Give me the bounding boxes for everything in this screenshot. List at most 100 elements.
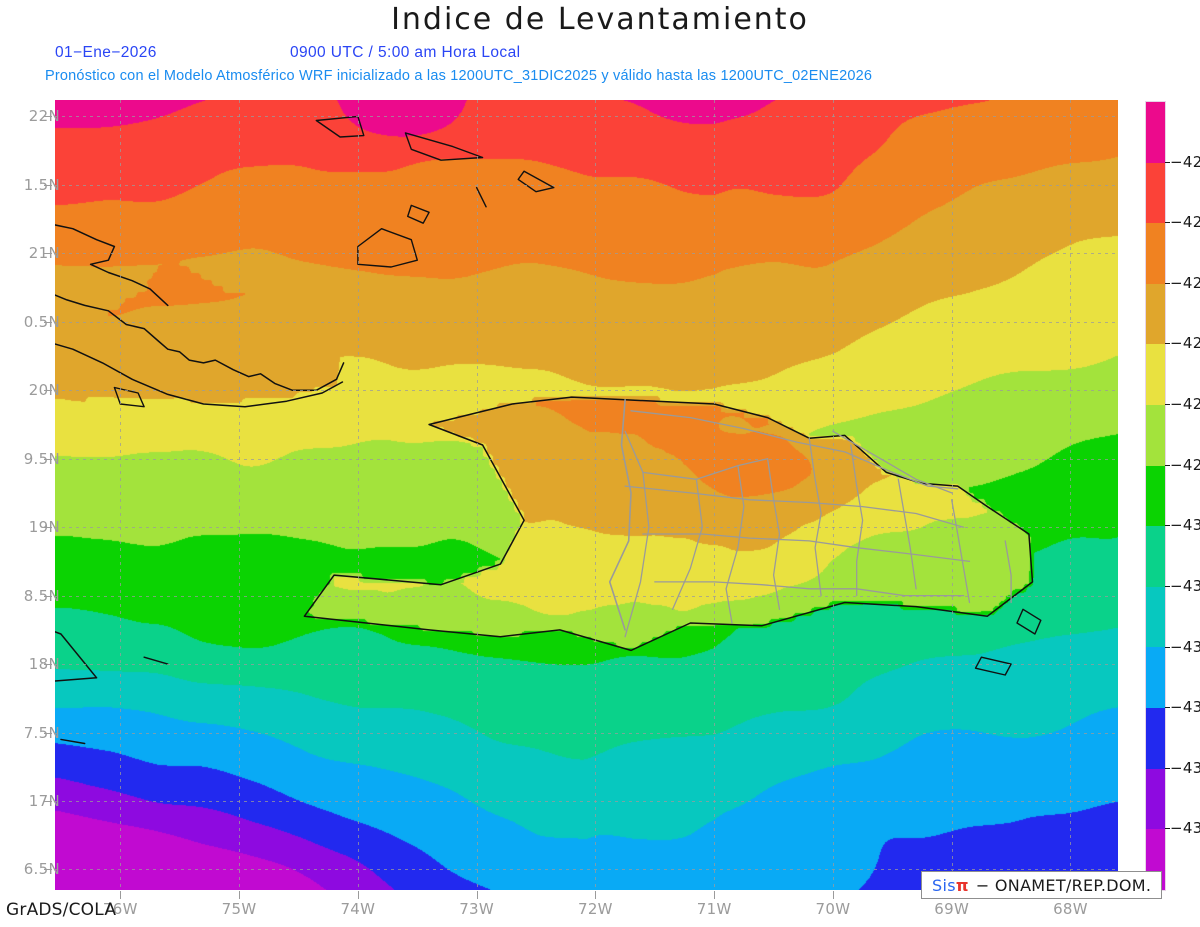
latitude-tick-label: 0.5N <box>23 312 60 331</box>
logo-sis-text: Sis <box>932 875 956 895</box>
coastline-path <box>303 396 1034 652</box>
latitude-tick-label: 7.5N <box>23 723 60 742</box>
colorbar-tick <box>1165 282 1170 284</box>
coastline-path <box>55 343 344 408</box>
onamet-logo: Sis π − ONAMET/REP.DOM. <box>921 871 1163 899</box>
coastline-path <box>143 656 169 665</box>
colorbar-tick <box>1165 222 1170 224</box>
colorbar-tick <box>1165 585 1170 587</box>
coastline-path <box>60 738 86 745</box>
colorbar-band <box>1146 405 1165 466</box>
latitude-tick-label: 6.5N <box>23 860 60 879</box>
colorbar-band <box>1146 768 1165 830</box>
valid-datetime-line: 01−Ene−2026 0900 UTC / 5:00 am Hora Loca… <box>55 44 520 62</box>
colorbar-band <box>1146 708 1165 769</box>
coastline-path <box>642 533 971 563</box>
grads-attribution: GrADS/COLA <box>6 900 117 920</box>
coastline-path <box>357 228 418 268</box>
coastline-path <box>808 437 822 597</box>
colorbar-band <box>1146 223 1165 284</box>
coastline-path <box>55 630 98 682</box>
colorbar-band <box>1146 162 1165 224</box>
coastline-path <box>891 471 959 490</box>
coastline-path <box>671 478 703 610</box>
colorbar-tick-label: −43.2 <box>1170 637 1200 656</box>
longitude-tick-label: 71W <box>696 900 732 918</box>
longitude-tick-label: 73W <box>459 900 495 918</box>
colorbar-tick-label: −42.6 <box>1170 273 1200 292</box>
longitude-tick <box>357 891 359 899</box>
colorbar-tick-label: −42.9 <box>1170 455 1200 474</box>
lifted-index-field <box>55 100 1118 890</box>
latitude-tick <box>44 390 52 392</box>
coastline-path <box>608 399 632 631</box>
latitude-tick-label: 9.5N <box>23 449 60 468</box>
colorbar-tick <box>1165 767 1170 769</box>
longitude-tick <box>595 891 597 899</box>
chart-header: Indice de Levantamiento 01−Ene−2026 0900… <box>0 0 1200 95</box>
map-plot-area <box>55 100 1118 890</box>
latitude-tick <box>44 116 52 118</box>
coastline-path <box>113 386 145 408</box>
colorbar-tick-label: −42.5 <box>1170 213 1200 232</box>
coastline-path <box>951 499 971 604</box>
coastline-path <box>315 115 365 138</box>
colorbar-band <box>1146 586 1165 648</box>
longitude-tick <box>120 891 122 899</box>
coastline-path <box>654 581 965 597</box>
colorbar-tick <box>1165 161 1170 163</box>
coastline-path <box>404 132 484 161</box>
latitude-tick <box>44 732 52 734</box>
colorbar-tick <box>1165 646 1170 648</box>
forecast-time: 0900 UTC / 5:00 am Hora Local <box>290 44 521 61</box>
longitude-tick-label: 70W <box>815 900 851 918</box>
coastline-path <box>897 478 917 590</box>
coastline-path <box>642 458 769 480</box>
coastline-path <box>1004 540 1012 604</box>
longitude-tick <box>714 891 716 899</box>
colorbar-band <box>1146 526 1165 587</box>
coastline-path <box>407 204 430 224</box>
latitude-tick <box>44 321 52 323</box>
longitude-tick <box>239 891 241 899</box>
colorbar-tick <box>1165 404 1170 406</box>
colorbar-band <box>1146 102 1165 163</box>
colorbar-tick <box>1165 464 1170 466</box>
latitude-tick <box>44 458 52 460</box>
colorbar-band <box>1146 465 1165 527</box>
latitude-tick <box>44 184 52 186</box>
page-title: Indice de Levantamiento <box>391 2 809 37</box>
longitude-tick-label: 68W <box>1053 900 1088 918</box>
colorbar-tick-label: −43.1 <box>1170 576 1200 595</box>
latitude-tick-label: 1.5N <box>23 175 60 194</box>
longitude-tick <box>476 891 478 899</box>
coastline-path <box>55 294 345 392</box>
colorbar-band <box>1146 283 1165 345</box>
latitude-tick <box>44 527 52 529</box>
longitude-tick-label: 74W <box>340 900 376 918</box>
coastline-path <box>624 485 965 528</box>
latitude-tick <box>44 595 52 597</box>
colorbar-tick-label: −43.5 <box>1170 819 1200 838</box>
coastline-path <box>475 186 487 208</box>
logo-org-text: − ONAMET/REP.DOM. <box>975 875 1152 895</box>
colorbar-tick-label: −43.4 <box>1170 758 1200 777</box>
latitude-tick-label: 8.5N <box>23 586 60 605</box>
colorbar-tick-label: −42.8 <box>1170 395 1200 414</box>
longitude-tick-label: 69W <box>934 900 970 918</box>
coastline-path <box>517 170 555 193</box>
coastline-path <box>725 464 745 624</box>
latitude-tick <box>44 801 52 802</box>
latitude-tick <box>44 664 52 666</box>
colorbar-tick-label: −43 <box>1170 516 1200 535</box>
colorbar-tick-label: −43.3 <box>1170 698 1200 717</box>
colorbar-band <box>1146 344 1165 406</box>
logo-pi-icon: π <box>955 875 969 895</box>
coastline-path <box>974 656 1012 676</box>
longitude-tick-label: 76W <box>102 900 138 918</box>
longitude-tick <box>832 891 834 899</box>
longitude-tick-label: 72W <box>577 900 613 918</box>
colorbar <box>1145 101 1166 891</box>
colorbar-tick <box>1165 707 1170 709</box>
coastline-path <box>55 224 169 307</box>
